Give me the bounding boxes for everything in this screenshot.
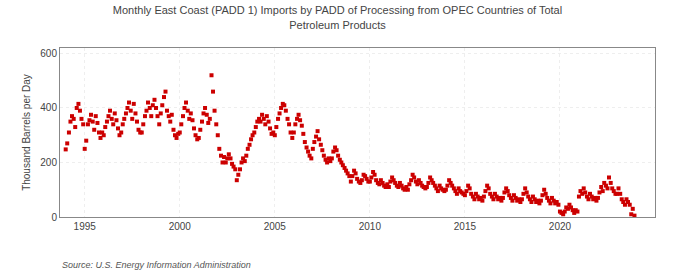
svg-text:0: 0 bbox=[51, 212, 57, 223]
svg-text:2005: 2005 bbox=[264, 221, 287, 232]
svg-text:Thousand Barrels per Day: Thousand Barrels per Day bbox=[21, 74, 32, 191]
svg-text:Monthly East Coast (PADD 1) Im: Monthly East Coast (PADD 1) Imports by P… bbox=[113, 4, 562, 30]
svg-text:400: 400 bbox=[40, 102, 57, 113]
svg-text:2000: 2000 bbox=[169, 221, 192, 232]
svg-text:2020: 2020 bbox=[549, 221, 572, 232]
svg-text:1995: 1995 bbox=[74, 221, 97, 232]
svg-text:2010: 2010 bbox=[359, 221, 382, 232]
svg-text:200: 200 bbox=[40, 157, 57, 168]
svg-text:600: 600 bbox=[40, 48, 57, 59]
svg-text:2015: 2015 bbox=[454, 221, 477, 232]
svg-text:Source: U.S. Energy Informatio: Source: U.S. Energy Information Administ… bbox=[62, 260, 251, 270]
